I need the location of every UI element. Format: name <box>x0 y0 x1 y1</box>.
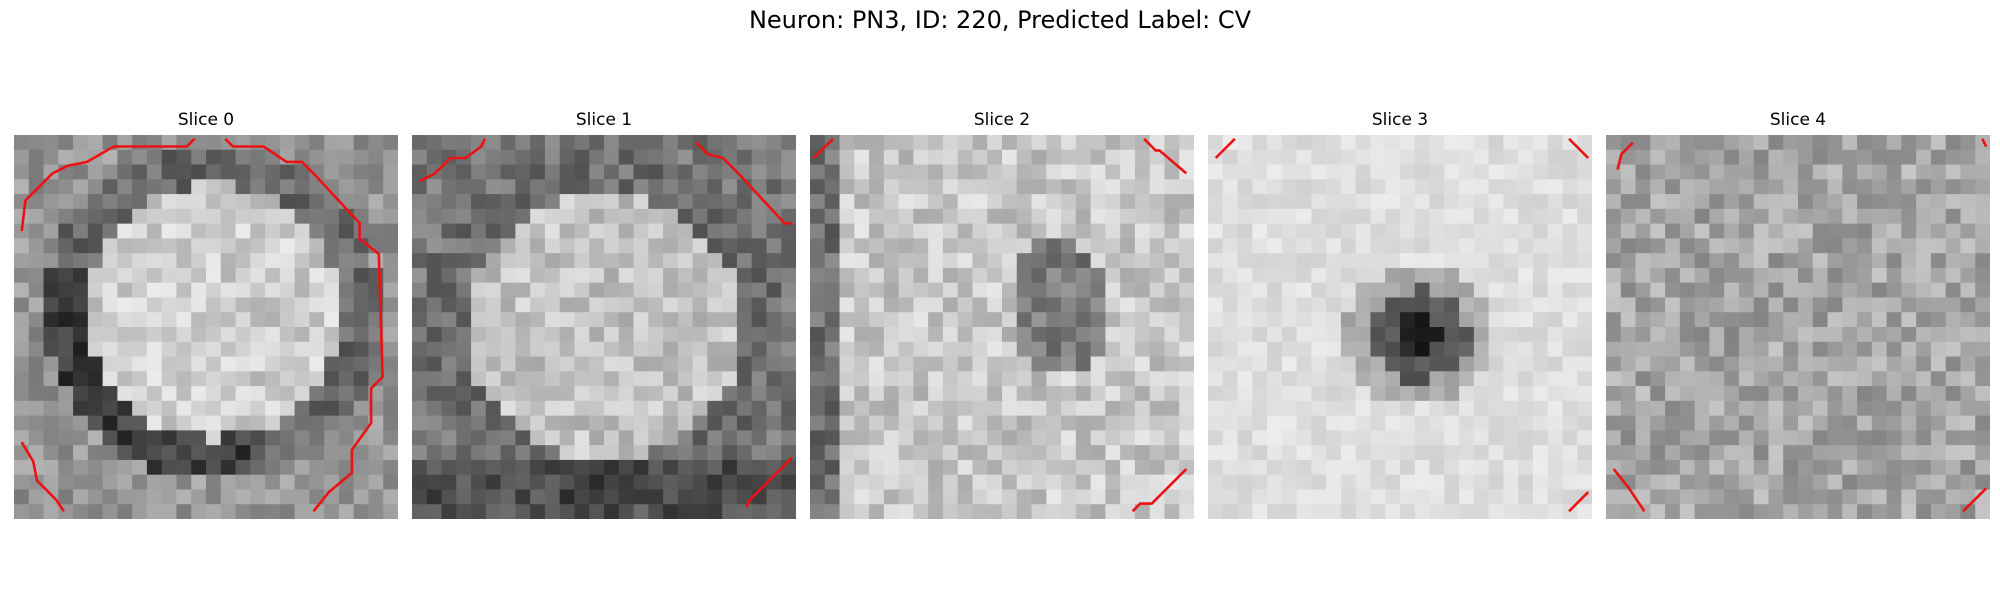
contour-line <box>20 441 65 513</box>
contour-line <box>1131 468 1188 513</box>
contour-line <box>224 137 384 513</box>
slice-panel-3: Slice 3 <box>1208 108 1592 519</box>
figure-title: Neuron: PN3, ID: 220, Predicted Label: C… <box>748 6 1252 34</box>
slice-panel-4: Slice 4 <box>1606 108 1990 519</box>
slice-panel-2: Slice 2 <box>810 108 1194 519</box>
slice-title: Slice 3 <box>1371 110 1429 130</box>
contour-line <box>20 137 196 232</box>
slice-image <box>412 135 796 519</box>
slice-title: Slice 1 <box>575 110 633 130</box>
contour-line <box>812 137 834 159</box>
slice-title: Slice 0 <box>177 110 235 130</box>
slice-panel-1: Slice 1 <box>412 108 796 519</box>
slice-panel-0: Slice 0 <box>14 108 398 519</box>
contour-line <box>1214 137 1236 159</box>
contour-line <box>1568 137 1590 159</box>
contour-line <box>1143 137 1188 175</box>
contour-line <box>744 456 794 509</box>
slice-image <box>1208 135 1592 519</box>
contour-line <box>1616 141 1634 170</box>
slice-title: Slice 4 <box>1769 110 1827 130</box>
slice-image <box>14 135 398 519</box>
contour-line <box>695 141 793 225</box>
contour-line <box>419 138 487 183</box>
slice-image <box>1606 135 1990 519</box>
slice-image <box>810 135 1194 519</box>
contour-line <box>1981 138 1988 148</box>
contour-line <box>1568 491 1590 513</box>
slice-title: Slice 2 <box>973 110 1031 130</box>
contour-line <box>1962 487 1988 513</box>
contour-line <box>1612 468 1646 513</box>
